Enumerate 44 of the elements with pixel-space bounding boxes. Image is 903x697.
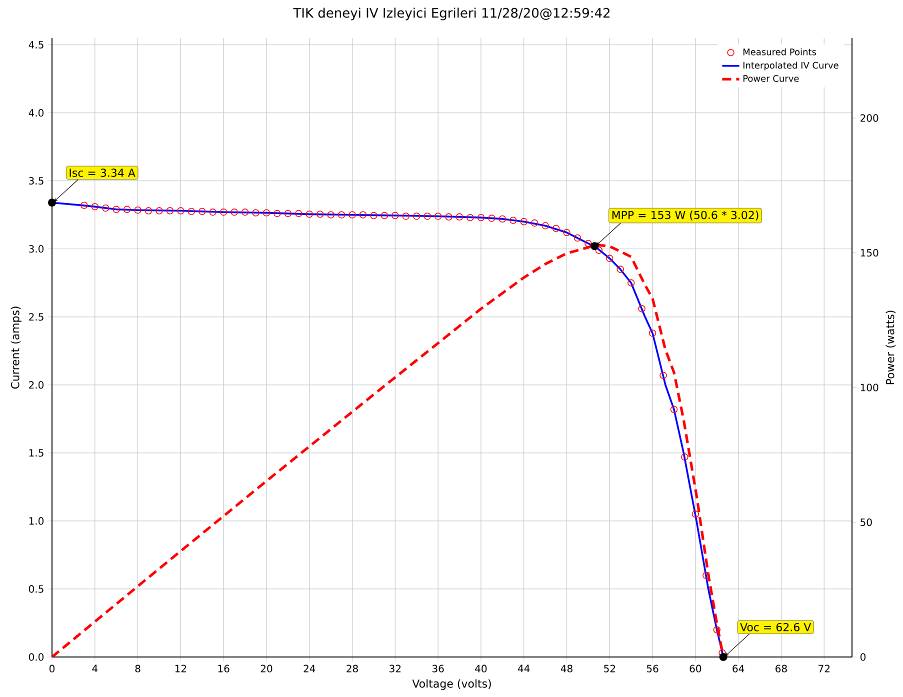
annotation: Isc = 3.34 A	[70, 168, 136, 177]
y-tick-label: 0.5	[28, 585, 44, 593]
x-tick-label: 0	[49, 664, 55, 672]
y2-tick-label: 200	[860, 114, 878, 122]
x-tick-label: 40	[475, 664, 487, 672]
x-axis-title: Voltage (volts)	[412, 679, 491, 690]
legend-label: Interpolated IV Curve	[743, 62, 838, 70]
x-tick-label: 60	[690, 664, 702, 672]
x-tick-label: 56	[646, 664, 658, 672]
x-tick-label: 20	[260, 664, 272, 672]
x-tick-label: 24	[304, 664, 316, 672]
x-tick-label: 48	[560, 664, 572, 672]
y2-tick-label: 150	[860, 248, 878, 257]
y-tick-label: 4.0	[28, 109, 44, 117]
annotation: Voc = 62.6 V	[740, 622, 812, 632]
y-tick-label: 3.0	[29, 245, 44, 253]
y2-tick-label: 50	[860, 518, 872, 526]
x-tick-label: 36	[432, 664, 444, 672]
legend-label: Measured Points	[743, 48, 816, 56]
y-tick-label: 3.5	[29, 177, 44, 185]
x-tick-label: 68	[776, 664, 787, 672]
x-tick-label: 28	[346, 664, 358, 672]
x-tick-label: 64	[732, 664, 744, 672]
chart-title: TIK deneyi IV Izleyici Egrileri 11/28/20@12:59:42	[293, 8, 610, 20]
legend-label: Power Curve	[743, 75, 799, 82]
y2-axis-title: Power (watts)	[886, 310, 896, 384]
annotation: MPP = 153 W (50.6 * 3.02)	[612, 210, 758, 220]
x-tick-label: 44	[518, 664, 530, 672]
y-tick-label: 1.0	[29, 517, 44, 525]
y2-tick-label: 0	[860, 653, 866, 661]
x-tick-label: 4	[92, 664, 98, 672]
y-tick-label: 4.5	[28, 41, 44, 49]
x-tick-label: 32	[390, 664, 401, 672]
x-tick-label: 72	[818, 664, 830, 672]
x-tick-label: 16	[218, 664, 230, 672]
x-tick-label: 12	[175, 664, 186, 672]
y2-tick-label: 100	[860, 384, 878, 392]
x-tick-label: 52	[604, 664, 616, 672]
y-tick-label: 1.5	[29, 449, 44, 457]
y-tick-label: 2.0	[29, 381, 44, 389]
y-tick-label: 0.0	[28, 653, 44, 661]
y-tick-label: 2.5	[29, 313, 44, 321]
y-axis-title: Current (amps)	[10, 306, 22, 389]
x-tick-label: 8	[135, 664, 140, 672]
